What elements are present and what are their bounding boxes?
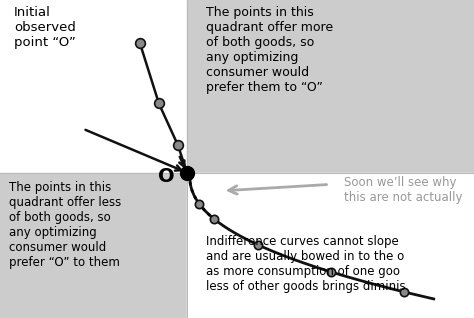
Bar	[187, 0, 474, 173]
Text: Soon we’ll see why
this are not actually: Soon we’ll see why this are not actually	[344, 176, 462, 204]
Bar	[0, 173, 187, 318]
Bar	[187, 173, 474, 318]
Text: Indifference curves cannot slope 
and are usually bowed in to the o
as more cons: Indifference curves cannot slope and are…	[206, 235, 406, 293]
Text: The points in this
quadrant offer less
of both goods, so
any optimizing
consumer: The points in this quadrant offer less o…	[9, 181, 122, 269]
Text: The points in this
quadrant offer more
of both goods, so
any optimizing
consumer: The points in this quadrant offer more o…	[206, 6, 333, 94]
Text: Initial
observed
point “O”: Initial observed point “O”	[14, 6, 76, 49]
Text: O: O	[157, 167, 174, 186]
Bar	[0, 0, 187, 173]
